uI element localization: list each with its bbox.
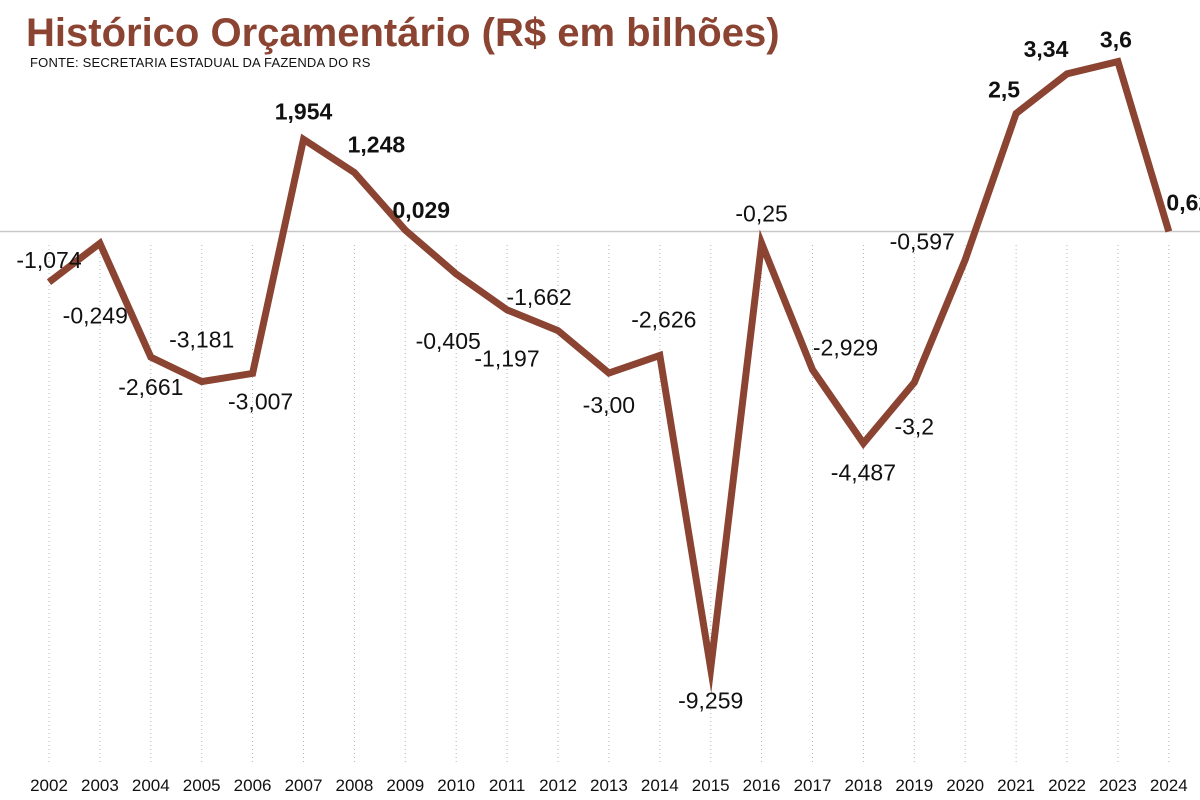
- data-label: -3,007: [228, 388, 293, 414]
- data-label: 2,5: [988, 77, 1020, 103]
- x-tick-label: 2024: [1150, 776, 1188, 795]
- data-label: -1,662: [506, 284, 571, 310]
- data-label: -0,597: [890, 229, 955, 255]
- data-label: -1,074: [16, 247, 81, 273]
- x-tick-label: 2022: [1048, 776, 1086, 795]
- x-tick-label: 2003: [81, 776, 119, 795]
- x-tick-label: 2017: [794, 776, 832, 795]
- data-label: 1,954: [275, 98, 333, 124]
- data-label: -3,00: [583, 392, 635, 418]
- data-label: -9,259: [678, 688, 743, 714]
- x-tick-label: 2016: [743, 776, 781, 795]
- x-tick-label: 2015: [692, 776, 730, 795]
- x-tick-label: 2006: [234, 776, 272, 795]
- x-tick-label: 2010: [437, 776, 475, 795]
- x-tick-label: 2013: [590, 776, 628, 795]
- data-label: -2,661: [118, 374, 183, 400]
- x-tick-label: 2020: [946, 776, 984, 795]
- series-line: [46, 57, 1173, 694]
- x-tick-label: 2018: [844, 776, 882, 795]
- data-label: -1,197: [474, 346, 539, 372]
- data-label: 1,248: [348, 132, 406, 158]
- data-label: -3,2: [894, 414, 934, 440]
- x-tick-label: 2014: [641, 776, 679, 795]
- x-tick-label: 2023: [1099, 776, 1137, 795]
- data-labels: -1,074 -0,249 -2,661 -3,181 -3,007 1,954 1,248…: [16, 27, 1200, 714]
- chart-source: FONTE: SECRETARIA ESTADUAL DA FAZENDA DO…: [30, 55, 371, 70]
- x-tick-label: 2011: [489, 776, 526, 795]
- data-label: 3,6: [1100, 27, 1132, 53]
- data-label: -2,929: [813, 335, 878, 361]
- x-tick-label: 2019: [895, 776, 933, 795]
- data-label: 0,029: [393, 197, 451, 223]
- data-label: 3,34: [1024, 36, 1069, 62]
- data-label: -3,181: [169, 327, 234, 353]
- x-axis-ticks: 2002 2003 2004 2005 2006 2007 2008 2009 2010 2011…: [30, 776, 1188, 795]
- chart-title: Histórico Orçamentário (R$ em bilhões): [26, 11, 780, 55]
- data-label: -0,405: [416, 328, 481, 354]
- data-label: -4,487: [831, 459, 896, 485]
- data-label: -0,249: [63, 302, 128, 328]
- x-tick-label: 2007: [285, 776, 323, 795]
- data-label: 0,62: [1166, 190, 1200, 216]
- x-tick-label: 2009: [386, 776, 424, 795]
- data-label: -2,626: [631, 306, 696, 332]
- data-label: -0,25: [735, 200, 787, 226]
- x-tick-label: 2004: [132, 776, 170, 795]
- x-tick-label: 2002: [30, 776, 68, 795]
- x-tick-label: 2021: [997, 776, 1035, 795]
- x-tick-label: 2012: [539, 776, 577, 795]
- gridlines: [48, 245, 1170, 765]
- x-tick-label: 2005: [183, 776, 221, 795]
- x-tick-label: 2008: [335, 776, 373, 795]
